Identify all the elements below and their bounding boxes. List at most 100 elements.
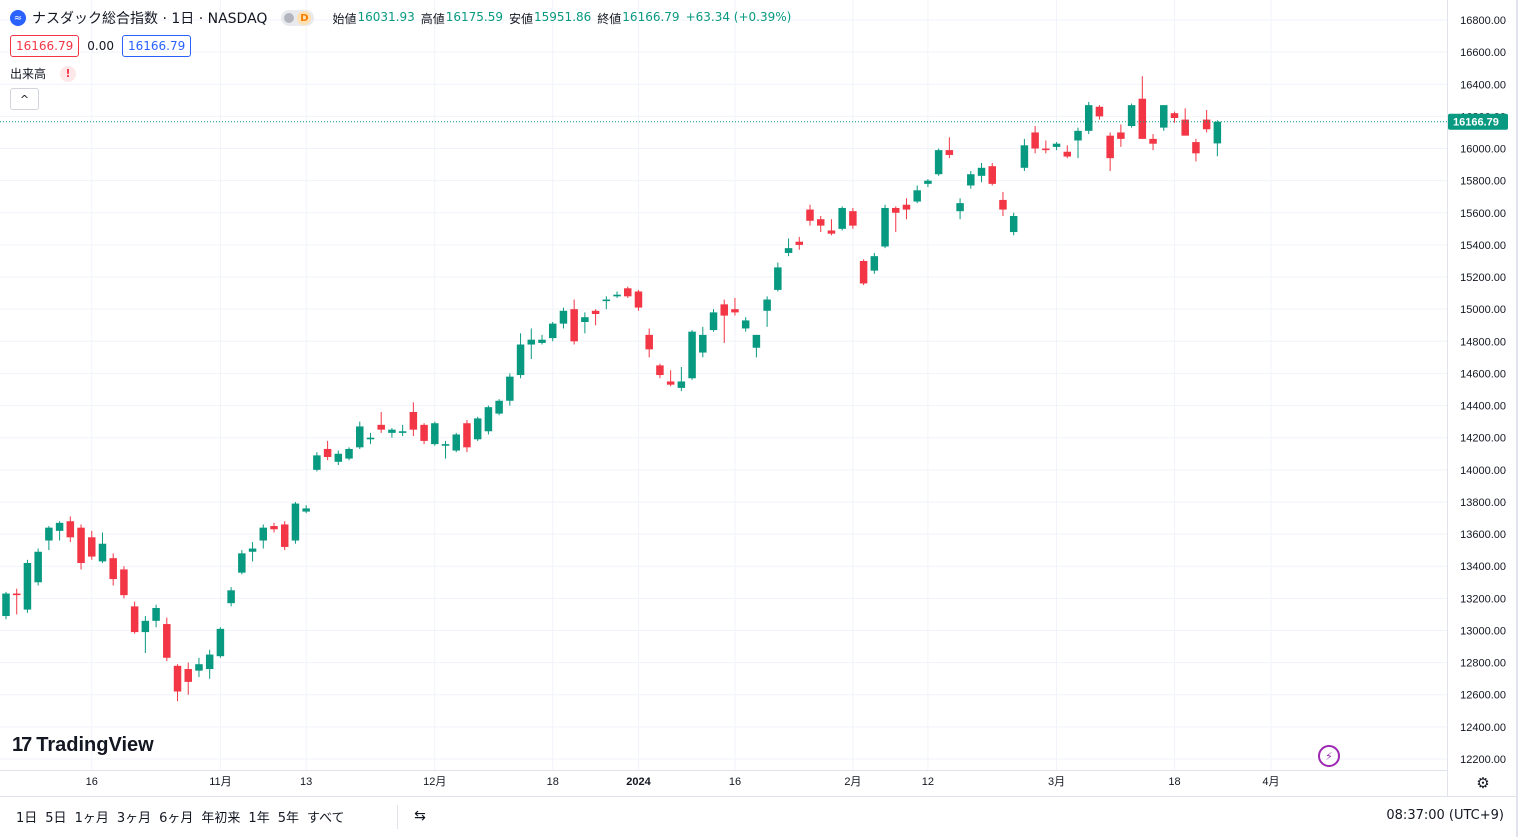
range-5d-button[interactable]: 5日 [45, 811, 67, 826]
candle[interactable] [409, 402, 418, 437]
candle[interactable] [109, 553, 117, 586]
candle[interactable] [1202, 109, 1211, 133]
candle[interactable] [902, 198, 911, 220]
candle[interactable] [570, 299, 578, 345]
candle[interactable] [1052, 142, 1061, 151]
clock-timezone[interactable]: 08:37:00 (UTC+9) [1386, 808, 1504, 823]
candle[interactable] [731, 297, 739, 316]
candle[interactable] [1138, 76, 1147, 139]
candle[interactable] [656, 363, 664, 379]
range-1m-button[interactable]: 1ヶ月 [74, 811, 109, 826]
candle[interactable] [216, 627, 225, 658]
candle[interactable] [977, 162, 986, 183]
buy-price-box[interactable]: 16166.79 [121, 35, 192, 57]
candle[interactable] [838, 206, 846, 231]
tradingview-logo[interactable]: 17 TradingView [12, 734, 154, 757]
candle[interactable] [934, 148, 943, 176]
candle[interactable] [259, 524, 268, 549]
candle[interactable] [1106, 132, 1114, 172]
candle[interactable] [613, 291, 621, 298]
candle[interactable] [98, 532, 107, 564]
candle[interactable] [431, 421, 439, 446]
candle[interactable] [1020, 138, 1029, 172]
candle[interactable] [1192, 138, 1200, 162]
symbol-title[interactable]: ナスダック総合指数 · 1日 · NASDAQ [32, 11, 268, 27]
candle[interactable] [1160, 105, 1168, 131]
candle[interactable] [741, 317, 750, 332]
candle[interactable] [816, 215, 825, 233]
candle[interactable] [774, 262, 782, 292]
candle[interactable] [1213, 120, 1222, 157]
range-all-button[interactable]: すべて [306, 811, 345, 826]
candle[interactable] [924, 179, 932, 188]
candle[interactable] [420, 423, 428, 445]
candle[interactable] [527, 328, 536, 359]
candle[interactable] [45, 526, 53, 551]
candle[interactable] [1149, 134, 1157, 151]
candle[interactable] [77, 524, 85, 570]
sell-price-box[interactable]: 16166.79 [10, 35, 80, 57]
candle[interactable] [1095, 105, 1104, 120]
candle[interactable] [280, 521, 289, 551]
candle[interactable] [1042, 140, 1050, 154]
candle[interactable] [377, 411, 385, 433]
candle[interactable] [195, 657, 203, 678]
candle[interactable] [806, 204, 814, 226]
warning-icon[interactable]: ! [60, 65, 77, 82]
candle[interactable] [763, 296, 771, 327]
candle[interactable] [913, 185, 921, 204]
candle[interactable] [624, 286, 632, 298]
candle[interactable] [248, 542, 257, 562]
candle[interactable] [827, 219, 836, 236]
candle[interactable] [645, 328, 653, 358]
candle[interactable] [291, 501, 300, 544]
range-3m-button[interactable]: 3ヶ月 [116, 811, 152, 826]
candle[interactable] [23, 559, 32, 613]
candle[interactable] [152, 604, 160, 628]
candle[interactable] [184, 662, 192, 695]
candle[interactable] [302, 505, 310, 514]
range-1d-button[interactable]: 1日 [16, 811, 38, 826]
candle[interactable] [956, 198, 964, 220]
range-ytd-button[interactable]: 年初来 [201, 811, 241, 826]
candle[interactable] [870, 252, 879, 274]
candle[interactable] [398, 424, 407, 437]
candle[interactable] [506, 373, 514, 406]
candle[interactable] [173, 664, 182, 702]
market-status-pill[interactable]: D [281, 10, 315, 26]
candle[interactable] [34, 548, 42, 586]
candle[interactable] [205, 649, 214, 679]
candle[interactable] [591, 309, 600, 326]
candle[interactable] [238, 550, 246, 575]
candle[interactable] [709, 309, 718, 332]
symbol-logo-icon[interactable]: ≈ [10, 10, 26, 26]
range-1y-button[interactable]: 1年 [248, 811, 270, 826]
candle[interactable] [967, 171, 975, 189]
candle[interactable] [1127, 103, 1136, 128]
candle[interactable] [699, 326, 707, 358]
candle[interactable] [881, 204, 889, 249]
candle[interactable] [313, 452, 321, 472]
candle[interactable] [163, 617, 171, 662]
settings-gear-icon[interactable]: ⚙ [1476, 774, 1490, 792]
candle[interactable] [120, 566, 128, 599]
candle[interactable] [849, 207, 857, 229]
candle[interactable] [227, 587, 235, 607]
candle[interactable] [677, 367, 686, 392]
candle[interactable] [892, 206, 900, 233]
candle[interactable] [859, 259, 868, 286]
candle[interactable] [752, 334, 761, 358]
lightning-icon[interactable]: ⚡ [1318, 745, 1340, 767]
candle[interactable] [441, 440, 450, 459]
candle[interactable] [999, 191, 1007, 216]
range-6m-button[interactable]: 6ヶ月 [159, 811, 194, 826]
candle[interactable] [1117, 124, 1125, 147]
candle[interactable] [388, 428, 396, 438]
candle[interactable] [55, 521, 64, 541]
candle[interactable] [559, 307, 568, 329]
date-range-compare-icon[interactable]: ⇆ [414, 808, 426, 824]
candle[interactable] [688, 330, 696, 380]
candle[interactable] [1009, 212, 1018, 236]
candle[interactable] [495, 399, 503, 416]
